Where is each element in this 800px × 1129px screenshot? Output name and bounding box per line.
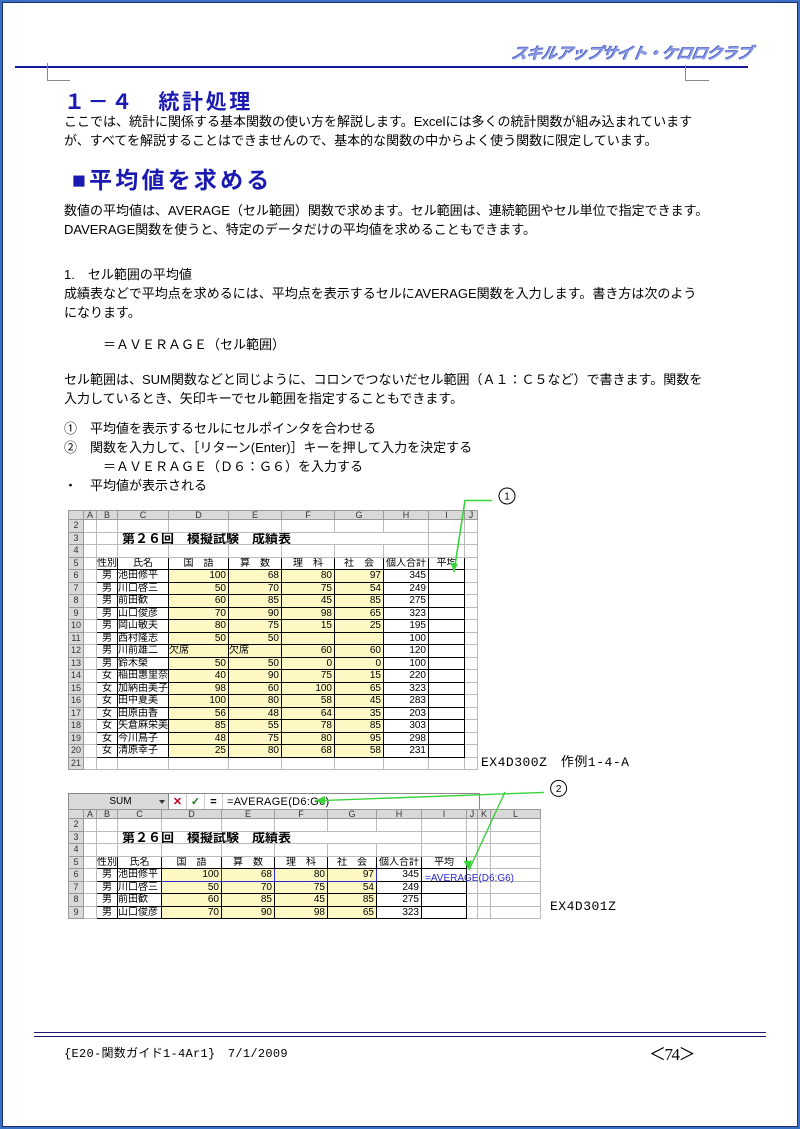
svg-text:2: 2 <box>556 784 562 795</box>
